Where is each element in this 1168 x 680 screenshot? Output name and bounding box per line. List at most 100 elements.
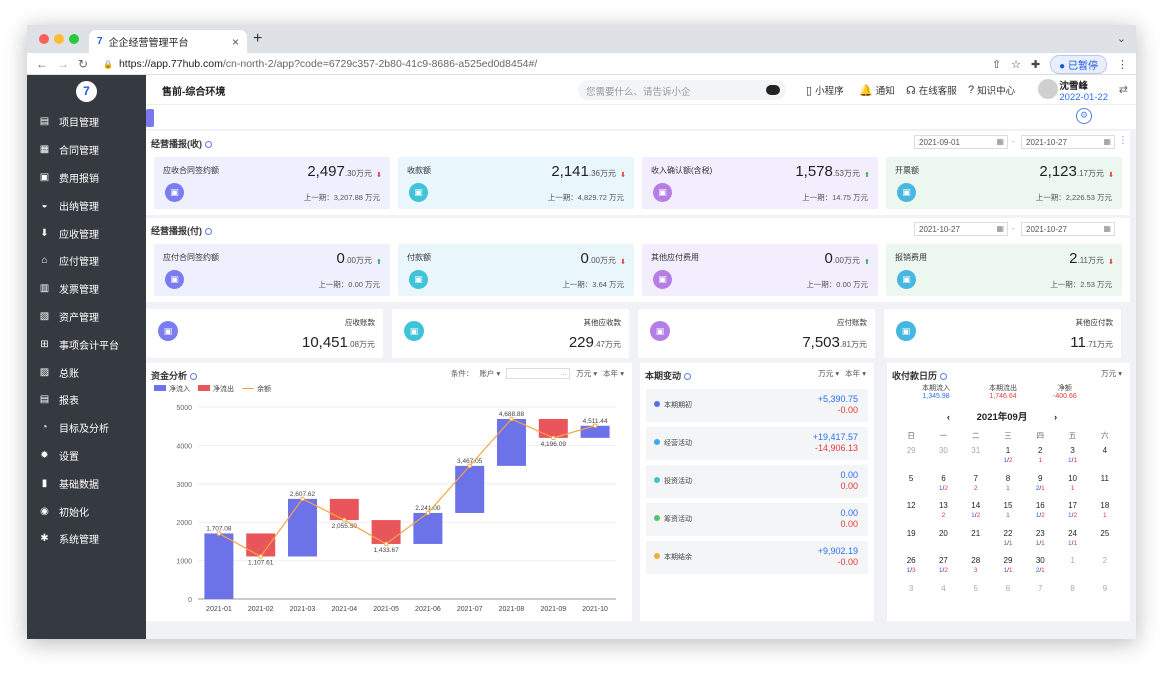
settings-gear-icon[interactable]: ⚙	[1076, 108, 1092, 124]
unit-select[interactable]: 万元 ▾	[1101, 369, 1122, 378]
tab-close-icon[interactable]: ×	[231, 34, 239, 49]
more-icon[interactable]: ⋮	[1118, 135, 1128, 146]
kpi-card[interactable]: 应付合同签约额 ▣ 0.00万元 ⬆ 上一期：0.00 万元	[154, 244, 390, 296]
outflow-bar[interactable]	[246, 533, 276, 557]
balance-card[interactable]: 其他应付款 ▣ 11.71万元	[884, 309, 1121, 358]
back-icon[interactable]: ←	[36, 56, 48, 71]
calendar-day[interactable]: 30 2/1	[1024, 554, 1056, 582]
balance-point[interactable]	[467, 463, 473, 469]
inflow-bar[interactable]	[580, 425, 610, 438]
url-field[interactable]: 🔒 https://app.77hub.com/cn-north-2/app?c…	[103, 55, 963, 73]
balance-point[interactable]	[300, 496, 305, 502]
service-link[interactable]: ☊ 在线客服	[906, 83, 957, 98]
kpi-card[interactable]: 收入确认额(含税) ▣ 1,578.53万元 ⬆ 上一期：14.75 万元	[642, 157, 878, 209]
balance-card[interactable]: 应付账款 ▣ 7,503.81万元	[638, 309, 875, 358]
switch-icon[interactable]: ⇄	[1118, 84, 1128, 96]
calendar-day[interactable]: 15 1	[992, 499, 1024, 527]
calendar-day[interactable]: 26 1/3	[895, 554, 927, 582]
extensions-icon[interactable]: ✚	[1030, 59, 1041, 71]
balance-point[interactable]	[551, 435, 556, 441]
legend-outflow[interactable]: 净流出	[198, 384, 234, 394]
calendar-day[interactable]: 6 1/2	[927, 472, 959, 500]
sidebar-item[interactable]: ◔ 目标及分析	[27, 414, 146, 442]
info-icon[interactable]	[205, 141, 212, 148]
payment-date-from[interactable]: 2021-10-27 ▦	[914, 222, 1008, 236]
calendar-day[interactable]: 4	[927, 582, 959, 610]
outflow-bar[interactable]	[371, 520, 401, 544]
inflow-bar[interactable]	[204, 533, 234, 599]
balance-point[interactable]	[383, 541, 389, 547]
income-date-to[interactable]: 2021-10-27 ▦	[1021, 135, 1115, 149]
flow-row[interactable]: 本期结余 +9,902.19 -0.00	[646, 541, 868, 574]
inflow-bar[interactable]	[413, 512, 443, 544]
mini-program-link[interactable]: ▯ 小程序	[806, 83, 844, 98]
calendar-day[interactable]: 28 3	[960, 554, 992, 582]
info-icon[interactable]	[940, 373, 948, 380]
sidebar-item[interactable]: ▣ 费用报销	[27, 164, 146, 192]
sidebar-item[interactable]: ✱ 系统管理	[27, 525, 146, 553]
calendar-day[interactable]: 20	[927, 527, 959, 555]
kpi-card[interactable]: 其他应付费用 ▣ 0.00万元 ⬆ 上一期：0.00 万元	[642, 244, 878, 296]
balance-card[interactable]: 其他应收款 ▣ 229.47万元	[392, 309, 629, 358]
flow-row[interactable]: 筹资活动 0.00 0.00	[646, 503, 868, 536]
filter-input[interactable]: ...	[506, 368, 571, 379]
reload-icon[interactable]: ↻	[78, 56, 89, 71]
period-select[interactable]: 本年 ▾	[845, 369, 866, 378]
minimize-window-button[interactable]	[54, 34, 64, 44]
balance-point[interactable]	[342, 517, 347, 523]
info-icon[interactable]	[684, 373, 692, 380]
info-icon[interactable]	[205, 228, 212, 235]
sidebar-item[interactable]: ▧ 资产管理	[27, 303, 146, 331]
calendar-day[interactable]: 25	[1089, 527, 1121, 555]
account-select[interactable]: 账户 ▾	[479, 369, 501, 378]
unit-select[interactable]: 万元 ▾	[576, 369, 598, 378]
calendar-day[interactable]: 31	[960, 444, 992, 472]
balance-point[interactable]	[258, 554, 263, 559]
tab-list-chevron-icon[interactable]: ⌄	[1116, 33, 1126, 45]
period-select[interactable]: 本年 ▾	[603, 369, 624, 378]
sidebar-item[interactable]: ✹ 设置	[27, 442, 146, 470]
app-logo[interactable]: 7	[76, 81, 97, 102]
inflow-bar[interactable]	[497, 418, 526, 466]
knowledge-link[interactable]: ? 知识中心	[968, 83, 1015, 97]
calendar-day[interactable]: 16 1/2	[1024, 499, 1056, 527]
zoom-window-button[interactable]	[69, 34, 79, 44]
calendar-day[interactable]: 10 1	[1056, 472, 1088, 500]
calendar-day[interactable]: 21	[960, 527, 992, 555]
calendar-day[interactable]: 14 1/2	[960, 499, 992, 527]
info-icon[interactable]	[190, 373, 198, 380]
sidebar-item[interactable]: ⊞ 事项会计平台	[27, 330, 146, 358]
sidebar-item[interactable]: ▮ 基础数据	[27, 469, 146, 497]
calendar-day[interactable]: 13 2	[927, 499, 959, 527]
calendar-day[interactable]: 22 1/1	[992, 527, 1024, 555]
calendar-day[interactable]: 27 1/2	[927, 554, 959, 582]
calendar-day[interactable]: 3 1/1	[1056, 444, 1088, 472]
inflow-bar[interactable]	[455, 465, 485, 513]
sidebar-item[interactable]: ▤ 报表	[27, 386, 146, 414]
calendar-day[interactable]: 17 1/2	[1056, 499, 1088, 527]
browser-menu-icon[interactable]: ⋮	[1117, 59, 1128, 71]
sidebar-item[interactable]: ⬇ 应收管理	[27, 219, 146, 247]
calendar-day[interactable]: 9	[1089, 582, 1121, 610]
kpi-card[interactable]: 收款额 ▣ 2,141.36万元 ⬇ 上一期：4,829.72 万元	[398, 157, 634, 209]
sidebar-item[interactable]: ⌂ 应付管理	[27, 247, 146, 275]
kpi-card[interactable]: 开票额 ▣ 2,123.17万元 ⬇ 上一期：2,226.53 万元	[886, 157, 1122, 209]
inflow-bar[interactable]	[288, 498, 317, 557]
browser-tab[interactable]: 7 企企经营管理平台 ×	[89, 30, 247, 53]
balance-point[interactable]	[509, 416, 514, 422]
calendar-day[interactable]: 29	[895, 444, 927, 472]
sidebar-item[interactable]: ▥ 发票管理	[27, 275, 146, 303]
forward-icon[interactable]: →	[57, 56, 69, 71]
calendar-day[interactable]: 24 1/1	[1056, 527, 1088, 555]
notify-link[interactable]: 🔔 通知	[859, 83, 895, 98]
profile-paused-button[interactable]: ● 已暂停	[1050, 55, 1107, 74]
calendar-day[interactable]: 30	[927, 444, 959, 472]
calendar-day[interactable]: 1 1/2	[992, 444, 1024, 472]
balance-card[interactable]: 应收账款 ▣ 10,451.08万元	[146, 309, 383, 358]
next-month-icon[interactable]: ›	[1053, 412, 1058, 423]
search-input[interactable]: 您需要什么、请告诉小企	[578, 80, 786, 100]
payment-date-to[interactable]: 2021-10-27 ▦	[1021, 222, 1115, 236]
